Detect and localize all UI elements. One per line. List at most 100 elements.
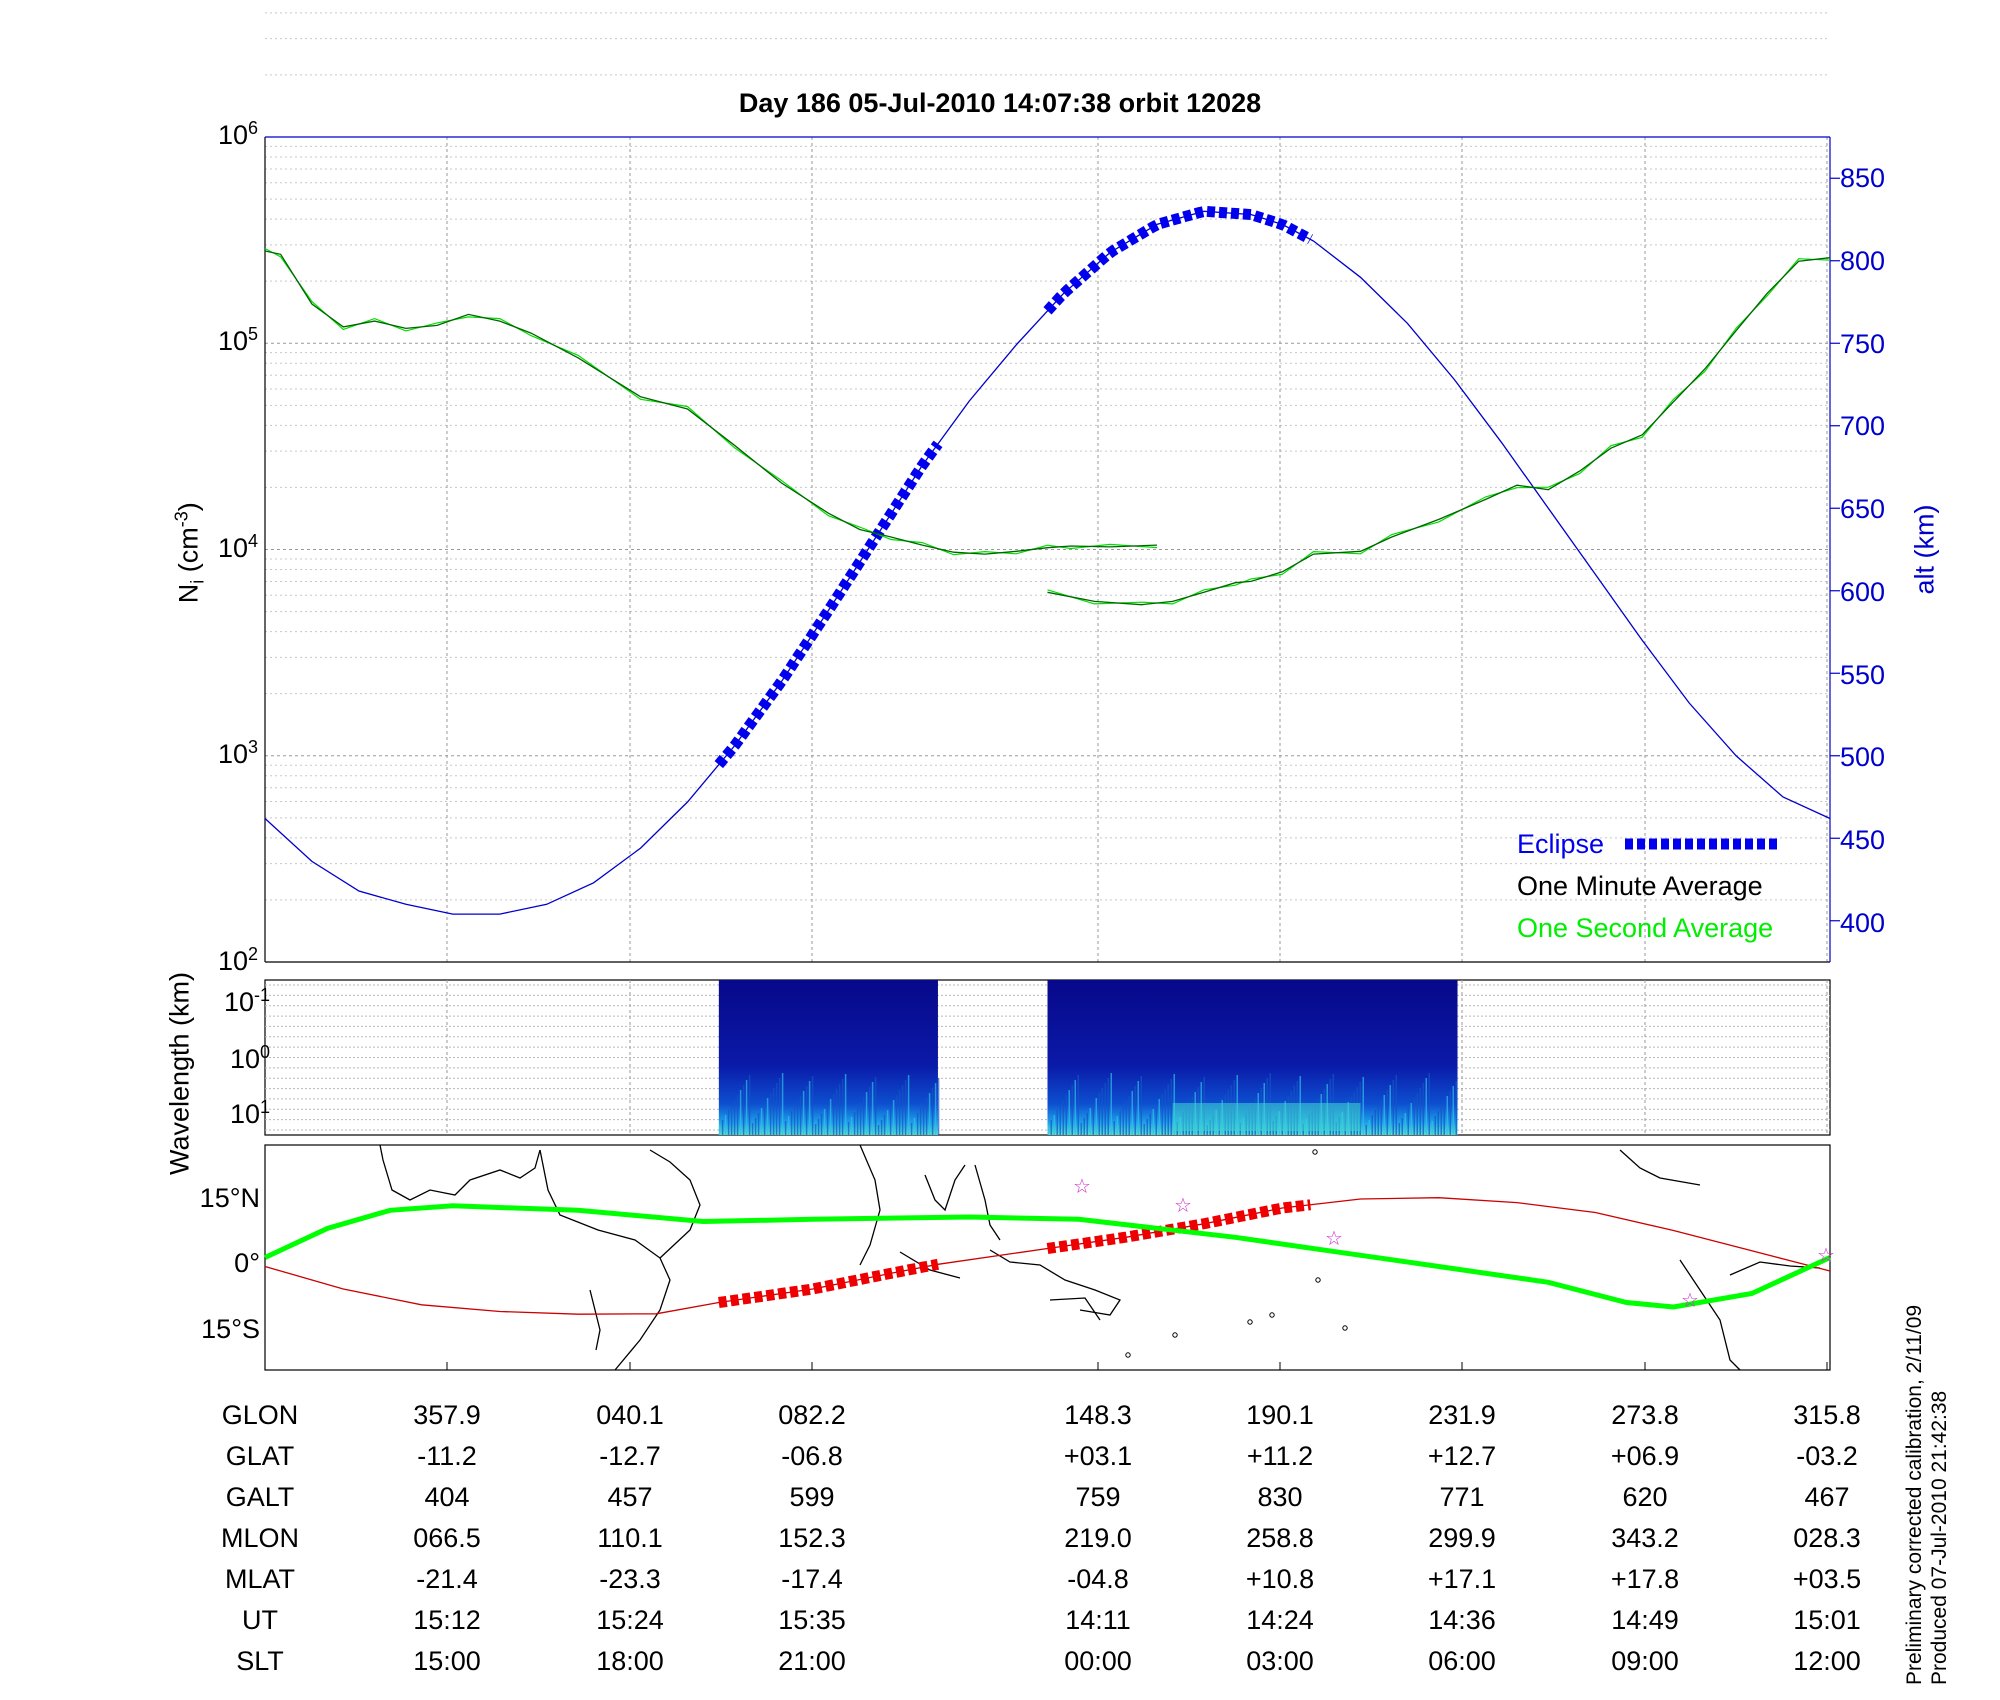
spectrogram-streak (907, 1075, 910, 1135)
spectrogram-streak (1143, 1124, 1145, 1135)
spectrogram-streak (1407, 1108, 1409, 1135)
island-5 (1315, 1277, 1321, 1283)
table-cell-slt: 00:00 (1064, 1646, 1132, 1676)
table-row-label-slt: SLT (236, 1646, 284, 1676)
spectrogram-streak (850, 1117, 853, 1135)
spectrogram-streak (808, 1081, 811, 1135)
eclipse-segment-2 (1043, 205, 1313, 315)
spectrogram-streak (937, 1078, 940, 1135)
island-3 (1269, 1312, 1275, 1318)
spectrogram-streak (928, 1093, 931, 1135)
magnetic-equator-line (263, 1203, 1832, 1310)
legend-minute-label: One Minute Average (1517, 871, 1763, 901)
spectrogram-streak (730, 1105, 733, 1135)
spectrogram-streak (871, 1082, 874, 1135)
spectrogram-streak (1107, 1078, 1109, 1135)
spectrogram-streak (1404, 1113, 1406, 1135)
spectrogram-streak (802, 1091, 805, 1135)
spectrogram-streak (1119, 1111, 1121, 1135)
spectrogram-streak (1401, 1118, 1403, 1135)
spectrogram-streak (1449, 1091, 1451, 1135)
table-cell-mlon: 258.8 (1246, 1523, 1314, 1553)
spectrogram-streak (1434, 1116, 1436, 1135)
spectrogram-streak (793, 1106, 796, 1135)
spectrogram-streak (892, 1100, 895, 1135)
spectrogram-streak (1431, 1121, 1433, 1135)
wavelength-tick-1: 100 (229, 1042, 270, 1074)
table-cell-ut: 14:36 (1428, 1605, 1496, 1635)
spectrogram-streak (841, 1079, 844, 1135)
spectrogram-streak (1395, 1075, 1397, 1135)
density-minute-line-1 (264, 250, 1158, 555)
spectrogram-bright-patch (1172, 1103, 1361, 1131)
left-tick-1e3: 103 (217, 737, 258, 769)
station-star-4: ☆ (1681, 1288, 1699, 1312)
table-cell-galt: 830 (1257, 1482, 1303, 1512)
spectrogram-streak (868, 1087, 871, 1135)
table-cell-glon: 040.1 (596, 1400, 664, 1430)
spectrogram-streak (1440, 1106, 1442, 1135)
table-cell-galt: 467 (1804, 1482, 1850, 1512)
spectrogram-streak (805, 1086, 808, 1135)
spectrogram-streak (811, 1076, 814, 1135)
spectrogram-streak (1092, 1103, 1094, 1135)
table-cell-glat: -06.8 (781, 1441, 843, 1471)
right-tick-700: 700 (1840, 411, 1886, 441)
spectrogram-streak (1455, 1081, 1457, 1135)
spectrogram-streak (1101, 1088, 1103, 1135)
spectrogram-streak (1095, 1098, 1097, 1135)
table-cell-mlon: 066.5 (413, 1523, 481, 1553)
table-cell-ut: 14:24 (1246, 1605, 1314, 1635)
spectrogram-streak (919, 1108, 922, 1135)
right-axis-label: alt (km) (1909, 504, 1940, 595)
spectrogram-streak (847, 1122, 850, 1135)
spectrogram-streak (1452, 1086, 1454, 1135)
spectrogram-streak (1047, 1125, 1049, 1135)
table-cell-ut: 15:35 (778, 1605, 846, 1635)
footer-calibration-note: Preliminary corrected calibration, 2/11/… (1903, 1304, 1926, 1685)
table-cell-slt: 06:00 (1428, 1646, 1496, 1676)
table-cell-ut: 15:12 (413, 1605, 481, 1635)
spectrogram-streak (1410, 1103, 1412, 1135)
spectrogram-streak (883, 1115, 886, 1135)
spectrogram-streak (829, 1099, 832, 1135)
table-row-label-glat: GLAT (225, 1441, 295, 1471)
spectrogram-streak (769, 1093, 772, 1135)
table-cell-galt: 620 (1622, 1482, 1668, 1512)
table-cell-mlon: 110.1 (597, 1523, 663, 1553)
table-cell-mlat: -21.4 (416, 1564, 478, 1594)
spectrogram-streak (901, 1085, 904, 1135)
coastline-7 (974, 1164, 1001, 1241)
spectrogram-streak (1077, 1075, 1079, 1135)
spectrogram-streak (895, 1095, 898, 1135)
table-cell-mlon: 343.2 (1611, 1523, 1679, 1553)
table-cell-glat: -03.2 (1796, 1441, 1858, 1471)
spectrogram-streak (865, 1092, 868, 1135)
coastline-3 (649, 1149, 701, 1259)
spectrogram-streak (877, 1125, 880, 1135)
spectrogram-streak (739, 1090, 742, 1135)
spectrogram-streak (1134, 1086, 1136, 1135)
coastline-6 (924, 1164, 966, 1212)
spectrogram-streak (721, 1120, 724, 1135)
coastline-10 (1049, 1297, 1101, 1321)
coastline-12 (1679, 1259, 1741, 1371)
density-minute-line-2 (1047, 257, 1831, 606)
coastline-2 (539, 1149, 671, 1371)
coastline-4 (589, 1289, 601, 1351)
spectrogram-streak (1080, 1123, 1082, 1135)
left-tick-1e6: 106 (217, 118, 258, 150)
island-4 (1342, 1325, 1348, 1331)
altitude-line (264, 210, 1831, 915)
spectrogram-streak (718, 1125, 721, 1135)
spectrogram-streak (757, 1113, 760, 1135)
table-cell-mlon: 219.0 (1064, 1523, 1132, 1553)
spectrogram-streak (1125, 1101, 1127, 1135)
table-cell-mlon: 152.3 (778, 1523, 846, 1553)
island-2 (1247, 1319, 1253, 1325)
spectrogram-streak (1074, 1080, 1076, 1135)
spectrogram-streak (1086, 1113, 1088, 1135)
spectrogram-streak (1413, 1098, 1415, 1135)
table-cell-slt: 09:00 (1611, 1646, 1679, 1676)
spectrogram-streak (1170, 1079, 1172, 1135)
